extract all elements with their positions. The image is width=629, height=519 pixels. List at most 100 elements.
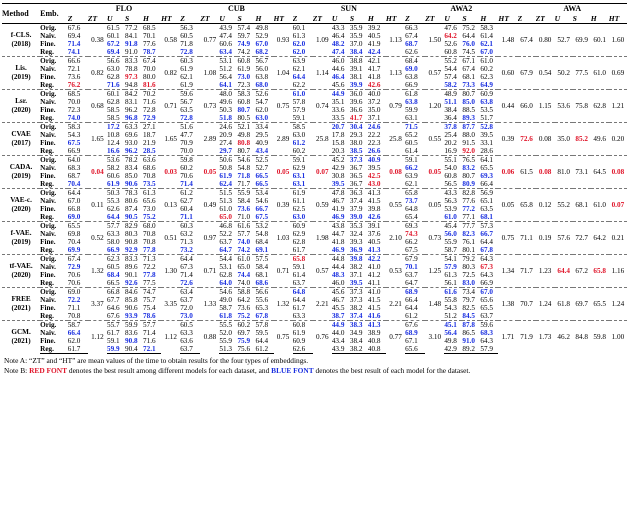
zt-time-cell: 0.05 <box>200 155 220 189</box>
awa-value-cell: 85.2 <box>572 122 591 156</box>
value-cell: 39.5 <box>480 131 493 139</box>
ht-time-cell: 2.10 <box>385 221 406 255</box>
value-cell: 66.4 <box>405 296 418 304</box>
value-cell: 61.2 <box>180 188 201 197</box>
method-year: (2019) <box>11 73 31 81</box>
value-cell: 16.6 <box>106 147 120 155</box>
value-cell: 63.3 <box>106 230 120 238</box>
embedding-label: Naiv. <box>40 164 56 172</box>
embedding-label: Reg. <box>40 180 54 188</box>
table-row: Reg. 61.7 59.9 90.4 72.1 63.7 51.3 75.6 61.2 62.6… <box>2 345 627 354</box>
value-cell: 72.3 <box>67 106 81 114</box>
value-cell: 64.4 <box>480 238 493 246</box>
value-cell: 32.4 <box>349 230 363 238</box>
zt-time-cell: 1.14 <box>312 56 332 90</box>
value-cell: 72.2 <box>143 263 156 271</box>
awa-value-cell: 67.4 <box>520 36 533 44</box>
value-cell: 61.7 <box>292 304 306 312</box>
method-year: (2021) <box>11 337 31 346</box>
value-cell: 73.0 <box>180 312 193 320</box>
awa-value-cell: 0.12 <box>535 188 555 222</box>
value-cell: 91.5 <box>462 139 475 147</box>
value-cell: 76.2 <box>67 81 81 89</box>
embedding-label: Naiv. <box>40 65 56 73</box>
table-row: Naiv. 70.0 62.8 83.1 71.6 56.7 49.6 60.8 54.7 57.… <box>2 98 627 106</box>
value-cell: 72.6 <box>180 279 193 287</box>
embedding-label: Naiv. <box>40 197 56 205</box>
value-cell: 91.0 <box>125 48 138 56</box>
value-cell: 90.8 <box>125 238 138 246</box>
zt-time-cell: 0.05 <box>425 188 445 222</box>
value-cell: 75.2 <box>237 312 251 320</box>
value-cell: 60.8 <box>444 172 457 180</box>
value-cell: 72.8 <box>143 106 156 114</box>
value-cell: 60.3 <box>180 221 201 230</box>
value-cell: 62.0 <box>292 48 306 56</box>
value-cell: 64.4 <box>255 337 269 345</box>
value-cell: 71.5 <box>405 122 426 131</box>
value-cell: 64.4 <box>405 304 418 312</box>
value-cell: 67.6 <box>67 24 81 32</box>
value-cell: 78.8 <box>125 65 138 73</box>
zt-time-cell: 1.20 <box>425 89 445 123</box>
value-cell: 61.4 <box>480 32 493 40</box>
value-cell: 72.9 <box>143 114 156 122</box>
value-cell: 41.8 <box>367 73 381 81</box>
value-cell: 72.5 <box>462 271 475 279</box>
value-cell: 62.3 <box>106 254 125 263</box>
awa-value-cell: 49.6 <box>590 122 609 156</box>
ht-time-cell: 0.93 <box>276 36 290 44</box>
value-cell: 22.2 <box>367 131 381 139</box>
value-cell: 30.8 <box>331 172 345 180</box>
value-cell: 51.1 <box>444 98 457 106</box>
value-cell: 61.9 <box>292 329 306 337</box>
value-cell: 53.2 <box>255 221 274 230</box>
value-cell: 80.8 <box>237 139 251 147</box>
value-cell: 66.7 <box>480 230 493 238</box>
value-cell: 57.8 <box>255 320 274 329</box>
value-cell: 55.3 <box>106 197 120 205</box>
value-cell: 70.4 <box>67 180 81 188</box>
value-cell: 35.9 <box>349 32 363 40</box>
value-cell: 42.5 <box>367 172 381 180</box>
results-body: f-CLS. (2018) Orig. 67.6 0.38 61.5 77.2 68.5 0.5… <box>2 24 627 354</box>
value-cell: 36.5 <box>349 172 363 180</box>
value-cell: 60.8 <box>237 56 256 65</box>
value-cell: 62.1 <box>405 180 418 188</box>
value-cell: 61.8 <box>405 89 426 98</box>
value-cell: 50.3 <box>106 188 125 197</box>
awa-value-cell: 69.9 <box>575 36 588 44</box>
table-row: Naiv. 68.3 58.2 83.4 68.6 60.2 50.8 54.8 52.7 62.… <box>2 164 627 172</box>
value-cell: 75.4 <box>143 304 156 312</box>
awa-value-cell: 77.5 <box>572 56 591 90</box>
ht-time-cell: 0.03 <box>161 155 181 189</box>
value-cell: 46.4 <box>331 32 345 40</box>
value-cell: 68.5 <box>143 24 156 32</box>
table-row: CADA. (2019) Orig. 64.0 0.04 53.6 78.2 63.6 0.03… <box>2 155 627 189</box>
value-cell: 34.9 <box>349 329 363 337</box>
value-cell: 56.5 <box>444 180 457 188</box>
value-cell: 54.4 <box>219 254 238 263</box>
value-cell: 63.3 <box>180 329 193 337</box>
value-cell: 58.7 <box>444 246 457 254</box>
value-cell: 50.8 <box>219 164 232 172</box>
value-cell: 90.4 <box>125 345 144 354</box>
value-cell: 65.6 <box>143 197 156 205</box>
awa-value-cell: 61.5 <box>517 155 536 189</box>
zt-time-cell: 1.09 <box>316 36 329 44</box>
embedding-label: Orig. <box>40 89 68 98</box>
value-cell: 67.9 <box>405 254 426 263</box>
ht-time-cell: 1.38 <box>498 287 518 321</box>
method-name: f-CLS. (2018) <box>2 24 40 57</box>
value-cell: 60.5 <box>106 263 120 271</box>
zt-time-cell: 0.52 <box>87 221 107 255</box>
awa-value-cell: 66.0 <box>517 89 536 123</box>
awa-value-cell: 35.0 <box>554 122 573 156</box>
awa-value-cell: 75.8 <box>572 89 591 123</box>
awa-value-cell: 64.4 <box>554 254 573 288</box>
awa-value-cell: 71.7 <box>517 254 536 288</box>
value-cell: 47.6 <box>444 24 457 32</box>
value-cell: 37.4 <box>349 312 363 320</box>
embedding-label: Naiv. <box>40 329 56 337</box>
value-cell: 71.4 <box>67 40 81 48</box>
